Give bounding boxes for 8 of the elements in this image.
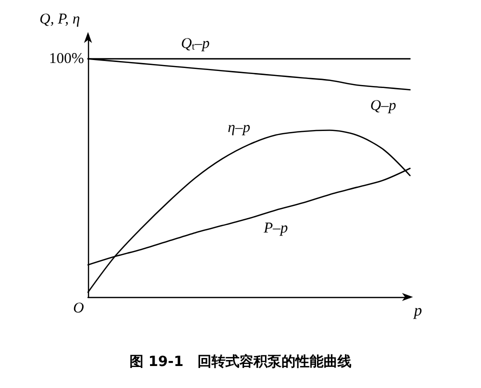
- series-label: Q–p: [370, 98, 397, 114]
- series-label: η–p: [228, 120, 251, 136]
- y-axis-title: Q, P, η: [39, 12, 80, 28]
- series-label: P–p: [262, 220, 288, 237]
- text: 100%: [49, 50, 84, 67]
- text: 图 19-1 回转式容积泵的性能曲线: [130, 353, 352, 370]
- text: O: [73, 300, 84, 316]
- x-axis-title: p: [413, 302, 422, 320]
